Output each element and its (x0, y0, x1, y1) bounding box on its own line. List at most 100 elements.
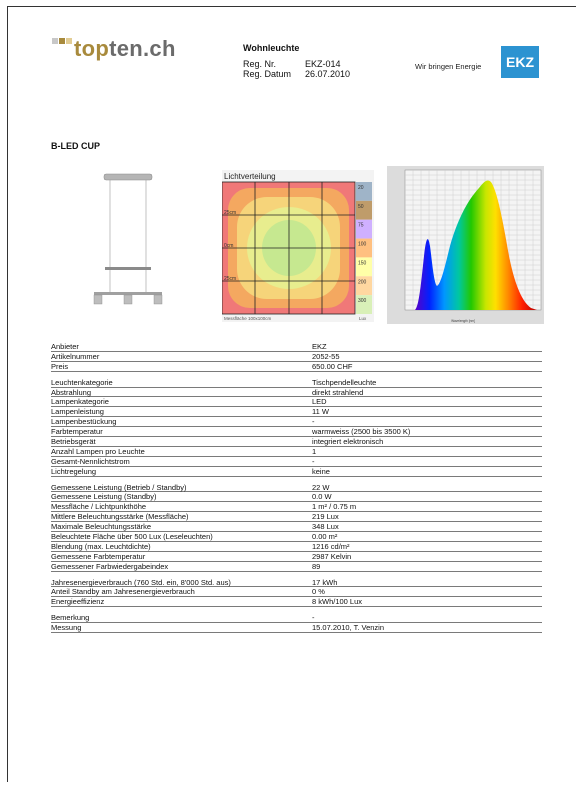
spec-value: LED (312, 397, 327, 407)
reg-datum-value: 26.07.2010 (305, 69, 351, 79)
spec-row: Betriebsgerät integriert elektronisch (51, 437, 542, 447)
logo-square (66, 38, 72, 44)
logo-square (59, 38, 65, 44)
legend-swatch (356, 182, 372, 201)
spec-row: Lichtregelung keine (51, 467, 542, 477)
logo-text-top: top (74, 36, 110, 61)
spec-value: EKZ (312, 342, 327, 351)
spec-value: integriert elektronisch (312, 437, 384, 447)
spec-value: 2052-55 (312, 351, 340, 361)
legend-value: 300 (358, 298, 367, 304)
spec-value: keine (312, 466, 330, 476)
legend-value: 75 (358, 223, 364, 229)
spec-label: Blendung (max. Leuchtdichte) (51, 541, 151, 551)
reg-datum-row: Reg. Datum 26.07.2010 (243, 69, 350, 79)
tagline: Wir bringen Energie (415, 62, 482, 71)
spec-row: Abstrahlung direkt strahlend (51, 388, 542, 398)
spec-row: Messfläche / Lichtpunkthöhe 1 m² / 0.75 m (51, 502, 542, 513)
spec-row: Gesamt-Nennlichtstrom - (51, 457, 542, 467)
spec-row: Gemessener Farbwiedergabeindex 89 (51, 562, 542, 572)
spec-value: 348 Lux (312, 522, 339, 532)
spec-value: 15.07.2010, T. Venzin (312, 623, 385, 633)
reg-nr-value: EKZ-014 (305, 59, 341, 69)
spec-label: Anbieter (51, 342, 79, 351)
spec-label: Beleuchtete Fläche über 500 Lux (Leseleu… (51, 532, 213, 542)
spec-value: 0.00 m² (312, 532, 338, 542)
spec-row: Preis 650.00 CHF (51, 362, 542, 372)
legend-swatch (356, 219, 372, 239)
legend-value: 50 (358, 204, 364, 210)
spec-value: 1 m² / 0.75 m (312, 502, 357, 512)
spec-label: Lampenbestückung (51, 417, 117, 427)
spec-label: Gemessene Farbtemperatur (51, 551, 146, 561)
ekz-logo: EKZ (501, 46, 539, 78)
spec-row: Bemerkung - (51, 613, 542, 624)
reg-nr-row: Reg. Nr. EKZ-014 (243, 59, 350, 69)
spec-value: 0 % (312, 587, 325, 597)
grid (222, 181, 356, 315)
spec-value: Tischpendelleuchte (312, 377, 377, 387)
page-frame (7, 6, 576, 782)
legend-swatch (356, 295, 372, 314)
spectrum-chart: Wavelength [nm] (387, 166, 544, 324)
spec-row: Maximale Beleuchtungsstärke 348 Lux (51, 522, 542, 533)
spec-row: Mittlere Beleuchtungsstärke (Messfläche)… (51, 512, 542, 523)
spec-row: Leuchtenkategorie Tischpendelleuchte (51, 378, 542, 388)
spec-label: Artikelnummer (51, 351, 100, 361)
logo-square (52, 38, 58, 44)
spec-label: Maximale Beleuchtungsstärke (51, 522, 152, 532)
spec-label: Anteil Standby am Jahresenergieverbrauch (51, 587, 195, 597)
spec-value: 219 Lux (312, 512, 339, 522)
reg-nr-label: Reg. Nr. (243, 59, 277, 69)
spec-value: - (312, 417, 315, 427)
legend-swatch (356, 238, 372, 258)
spec-label: Messfläche / Lichtpunkthöhe (51, 502, 147, 512)
spec-row: Gemessene Leistung (Betrieb / Standby) 22… (51, 483, 542, 493)
spec-value: 650.00 CHF (312, 361, 353, 371)
spec-value: 8 kWh/100 Lux (312, 597, 363, 607)
spec-row: Farbtemperatur warmweiss (2500 bis 3500 K… (51, 427, 542, 438)
spec-label: Gemessene Leistung (Betrieb / Standby) (51, 482, 187, 492)
spec-row: Jahresenergieverbrauch (760 Std. ein, 8'… (51, 578, 542, 588)
document-title: Wohnleuchte (243, 43, 300, 53)
spec-row: Anzahl Lampen pro Leuchte 1 (51, 447, 542, 457)
spec-label: Gemessene Leistung (Standby) (51, 492, 157, 502)
spec-label: Energieeffizienz (51, 597, 105, 607)
spectrum-axis-label: Wavelength [nm] (451, 319, 475, 323)
spec-row: Energieeffizienz 8 kWh/100 Lux (51, 597, 542, 608)
document-header: Wohnleuchte Reg. Nr. EKZ-014 Reg. Datum 26… (243, 43, 350, 79)
spec-value: warmweiss (2500 bis 3500 K) (312, 427, 411, 437)
spec-label: Gemessener Farbwiedergabeindex (51, 561, 169, 571)
spec-value: - (312, 613, 315, 623)
spec-label: Preis (51, 361, 69, 371)
spec-row: Anteil Standby am Jahresenergieverbrauch… (51, 587, 542, 598)
spec-label: Lichtregelung (51, 466, 97, 476)
spec-row: Lampenkategorie LED (51, 397, 542, 408)
light-distribution-title: Lichtverteilung (224, 172, 276, 181)
spec-label: Leuchtenkategorie (51, 377, 113, 387)
left-label: 0cm (224, 243, 233, 249)
lux-legend: 20 50 75 100 150 200 300 (356, 182, 372, 314)
lamp-image (93, 173, 163, 305)
legend-swatch (356, 276, 372, 296)
light-distribution-chart: Lichtverteilung 25cm 0cm 25cm 20 50 75 100 1… (222, 170, 374, 322)
ekz-logo-text: EKZ (506, 54, 534, 70)
spec-row: Beleuchtete Fläche über 500 Lux (Leseleu… (51, 532, 542, 542)
legend-value: 150 (358, 260, 367, 266)
spec-label: Gesamt-Nennlichtstrom (51, 456, 130, 466)
spec-value: direkt strahlend (312, 387, 364, 397)
spec-label: Anzahl Lampen pro Leuchte (51, 446, 145, 456)
spec-row: Blendung (max. Leuchtdichte) 1216 cd/m² (51, 542, 542, 552)
spec-label: Bemerkung (51, 613, 90, 623)
spec-label: Messung (51, 623, 82, 633)
spec-table: Anbieter EKZ Artikelnummer 2052-55 Preis 650.… (51, 342, 542, 634)
spec-value: 22 W (312, 482, 330, 492)
spec-label: Mittlere Beleuchtungsstärke (Messfläche) (51, 512, 189, 522)
spec-label: Jahresenergieverbrauch (760 Std. ein, 8'… (51, 577, 231, 587)
legend-swatch (356, 257, 372, 277)
spec-row: Lampenleistung 11 W (51, 407, 542, 418)
spec-row: Gemessene Farbtemperatur 2987 Kelvin (51, 552, 542, 562)
spec-row: Anbieter EKZ (51, 342, 542, 352)
measurement-area-label: Messfläche 100x100cm (224, 316, 272, 321)
logo-text-rest: ten.ch (109, 36, 176, 61)
